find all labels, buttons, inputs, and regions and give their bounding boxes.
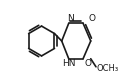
Text: O: O [84,59,91,68]
Text: O: O [89,14,96,23]
Text: HN: HN [62,59,75,68]
Text: OCH₃: OCH₃ [96,64,118,73]
Text: N: N [67,14,74,23]
